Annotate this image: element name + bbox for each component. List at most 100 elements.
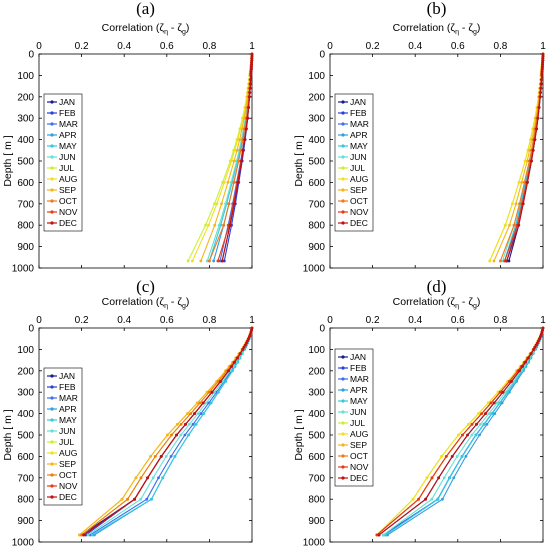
data-point-dec <box>505 259 509 263</box>
data-point-apr <box>500 401 504 405</box>
legend-marker <box>341 177 345 181</box>
x-axis-label-part: g <box>473 303 477 310</box>
series-line-mar <box>219 54 253 262</box>
x-tick-label: 0.8 <box>493 41 507 52</box>
data-point-oct <box>207 390 211 394</box>
data-point-sep <box>120 497 124 501</box>
y-tick-label: 900 <box>308 516 325 527</box>
data-point-nov <box>216 259 220 263</box>
series-line-nov <box>83 327 253 536</box>
data-point-dec <box>241 148 245 152</box>
x-tick-label: 1 <box>540 315 546 326</box>
data-point-jun <box>187 422 191 426</box>
data-point-dec <box>450 455 454 458</box>
data-point-dec <box>201 401 205 405</box>
data-point-oct <box>499 259 502 263</box>
x-tick-label: 1 <box>249 315 255 326</box>
data-point-may <box>474 433 478 437</box>
x-axis-label: Correlation (ζη - ζg) <box>393 296 481 310</box>
data-point-aug <box>425 476 429 480</box>
x-axis-label-part: η <box>455 303 459 310</box>
data-point-jun <box>430 497 434 501</box>
data-point-jun <box>487 412 491 415</box>
y-tick-label: 900 <box>17 242 34 253</box>
x-tick-label: 0.2 <box>75 315 89 326</box>
data-point-dec <box>133 497 137 501</box>
legend-label: OCT <box>59 470 77 480</box>
data-point-jun <box>478 422 482 426</box>
data-point-sep <box>205 390 209 394</box>
data-point-may <box>460 455 464 458</box>
legend-marker <box>341 210 345 214</box>
data-point-sep <box>166 433 169 437</box>
legend-label: JUN <box>350 152 367 162</box>
legend-marker <box>50 100 54 104</box>
data-point-mar <box>191 422 195 426</box>
plot-area <box>488 52 545 263</box>
legend-marker <box>50 484 54 488</box>
data-point-dec <box>510 380 513 383</box>
legend-label: JAN <box>59 97 75 107</box>
data-point-jun <box>224 202 227 206</box>
x-axis-label-part: - <box>459 22 468 34</box>
data-point-dec <box>248 86 252 90</box>
x-axis-label-part: g <box>473 29 477 36</box>
data-point-nov <box>430 476 434 480</box>
legend-label: DEC <box>59 218 77 228</box>
data-point-dec <box>534 343 538 347</box>
data-point-jun <box>221 380 225 383</box>
data-point-dec <box>535 127 539 131</box>
data-point-sep <box>78 533 81 537</box>
data-point-dec <box>250 326 254 330</box>
data-point-sep <box>520 181 524 184</box>
data-point-nov <box>417 497 421 501</box>
data-point-dec <box>243 343 247 347</box>
data-point-dec <box>250 54 254 58</box>
data-point-dec <box>529 352 533 356</box>
data-point-aug <box>488 259 492 263</box>
data-point-dec <box>539 82 543 86</box>
data-point-oct <box>216 380 220 383</box>
data-point-dec <box>236 181 240 184</box>
data-point-dec <box>540 78 543 82</box>
data-point-sep <box>226 181 230 184</box>
data-point-may <box>448 476 451 480</box>
data-point-sep <box>514 202 518 206</box>
y-tick-label: 0 <box>319 50 325 61</box>
x-axis-label-part: η <box>164 29 168 36</box>
data-point-dec <box>250 328 253 332</box>
y-tick-label: 200 <box>17 92 34 103</box>
data-point-nov <box>489 401 493 405</box>
data-point-dec <box>240 159 243 163</box>
series-line-apr <box>504 54 544 262</box>
panel-label: (c) <box>136 277 155 296</box>
data-point-dec <box>244 127 248 131</box>
y-tick-label: 900 <box>17 516 34 527</box>
legend-marker <box>341 166 345 170</box>
series-line-feb <box>85 327 253 536</box>
x-tick-label: 0 <box>36 315 42 326</box>
data-point-dec <box>466 433 469 437</box>
legend-marker <box>341 122 345 126</box>
series-line-jun <box>382 327 544 536</box>
y-tick-label: 0 <box>28 324 34 335</box>
legend-label: NOV <box>350 207 369 217</box>
legend-label: JAN <box>350 97 366 107</box>
data-point-sep <box>508 223 511 227</box>
data-point-aug <box>523 159 527 163</box>
y-tick-label: 800 <box>308 495 325 506</box>
series-line-jul <box>81 327 253 536</box>
legend-label: JAN <box>350 352 366 362</box>
legend-label: OCT <box>59 196 77 206</box>
data-point-may <box>194 422 198 426</box>
data-point-jun <box>512 380 516 383</box>
data-point-oct <box>170 433 173 437</box>
data-point-dec <box>541 56 545 60</box>
legend-label: MAY <box>350 141 368 151</box>
legend-label: JUL <box>350 163 365 173</box>
data-point-jun <box>151 476 155 480</box>
legend-marker <box>341 221 345 225</box>
legend-marker <box>50 210 54 214</box>
panel-b: (b)Correlation (ζη - ζg)Depth [ m ]0 0.2 0… <box>293 0 546 275</box>
